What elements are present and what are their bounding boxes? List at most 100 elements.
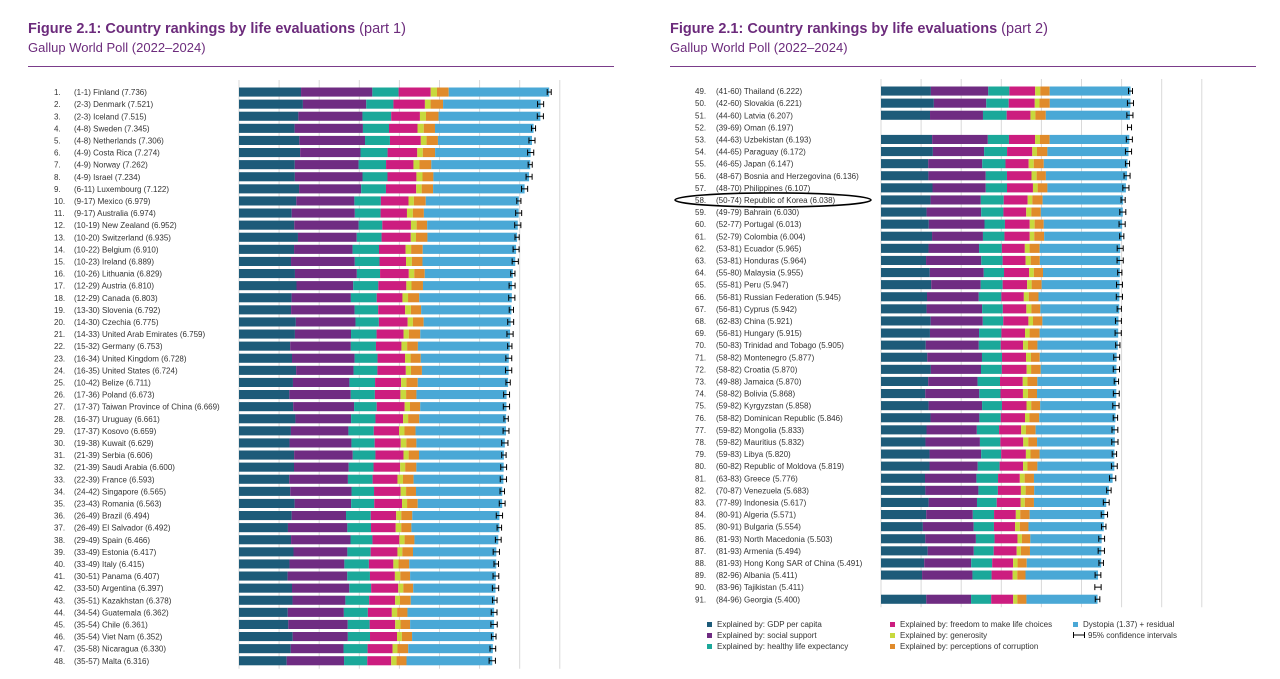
country-label: (80-91) Bulgaria (5.554) [716,523,801,532]
rank-label: 16. [54,270,65,279]
bar-segment [348,462,374,472]
rank-label: 15. [54,257,65,266]
bar-segment [982,304,1003,314]
bar-segment [979,243,1002,253]
ci-icon [1073,631,1085,640]
bar-segment [403,329,409,339]
country-label: (81-93) North Macedonia (5.503) [716,535,833,544]
bar-segment [431,160,531,170]
rank-label: 14. [54,245,65,254]
bar-segment [402,474,414,484]
country-label: (35-51) Kazakhstan (6.378) [74,596,172,605]
rank-label: 6. [54,149,61,158]
country-label: (4-8) Netherlands (7.306) [74,136,164,145]
bar-segment [417,498,503,508]
bar-segment [239,535,292,545]
bar-segment [881,207,927,217]
rank-label: 69. [695,329,706,338]
bar-segment [928,243,980,253]
bar-segment [1036,147,1048,157]
bar-segment [288,619,348,629]
country-label: (10-22) Belgium (6.910) [74,245,159,254]
bar-segment [416,184,422,194]
bar-segment [372,535,400,545]
bar-segment [408,293,420,303]
bar-segment [1049,98,1131,108]
bar-segment [374,438,401,448]
rank-label: 64. [695,269,706,278]
bar-segment [994,534,1018,544]
bar-segment [1029,546,1102,556]
bar-segment [1031,364,1041,374]
rank-label: 46. [54,633,65,642]
bar-segment [926,594,972,604]
bar-segment [929,328,980,338]
country-label: (35-54) Viet Nam (6.352) [74,633,163,642]
bar-segment [881,255,927,265]
country-label: (34-54) Guatemala (6.362) [74,608,169,617]
bar-segment [1030,255,1040,265]
bar-segment [1023,461,1028,471]
bar-segment [370,547,398,557]
bar-segment [1025,425,1036,435]
bar-segment [1017,558,1027,568]
bar-segment [1017,570,1026,580]
bar-segment [930,110,983,120]
bar-segment [403,450,409,460]
country-label: (59-82) Kyrgyzstan (5.858) [716,402,811,411]
bar-segment [1008,134,1036,144]
bar-segment [239,317,296,327]
bar-segment [1039,449,1115,459]
bar-segment [926,425,977,435]
bar-segment [380,269,409,279]
rank-label: 41. [54,572,65,581]
rank-label: 74. [695,390,706,399]
bar-segment [294,172,363,182]
legend-swatch [707,644,712,650]
bar-segment [1025,328,1030,338]
bar-segment [347,619,370,629]
bar-segment [400,486,407,496]
bar-segment [1000,389,1023,399]
bar-segment [1040,304,1120,314]
country-label: (35-57) Malta (6.316) [74,657,149,666]
bar-segment [1007,183,1033,193]
bar-segment [406,656,493,666]
bar-segment [421,365,509,375]
bar-segment [356,232,382,242]
bar-segment [929,449,982,459]
bar-segment [433,184,525,194]
bar-segment [1040,86,1050,96]
rank-label: 73. [695,377,706,386]
bar-segment [929,461,978,471]
bar-segment [1002,352,1027,362]
bar-segment [408,269,415,279]
bar-segment [239,135,300,145]
country-label: (35-58) Nicaragua (6.330) [74,645,166,654]
rank-label: 36. [54,512,65,521]
rank-label: 30. [54,439,65,448]
bar-segment [1027,376,1038,386]
country-label: (58-82) Croatia (5.870) [716,365,798,374]
rank-label: 54. [695,148,706,157]
bar-segment [881,219,929,229]
bar-segment [419,160,432,170]
bar-segment [423,208,519,218]
bar-segment [350,535,373,545]
country-label: (56-81) Russian Federation (5.945) [716,293,841,302]
bar-segment [411,256,423,266]
chart-subtitle: Gallup World Poll (2022–2024) [670,40,848,55]
bar-segment [1028,159,1034,169]
country-label: (52-77) Portugal (6.013) [716,220,802,229]
bar-segment [366,99,394,109]
country-label: (26-49) Brazil (6.494) [74,512,150,521]
country-label: (10-23) Ireland (6.889) [74,257,154,266]
bar-segment [930,364,981,374]
bar-segment [299,135,366,145]
bar-segment [395,595,400,605]
bar-segment [1033,497,1107,507]
bar-segment [294,160,359,170]
bar-segment [881,328,930,338]
bar-segment [365,135,390,145]
bar-segment [374,486,401,496]
